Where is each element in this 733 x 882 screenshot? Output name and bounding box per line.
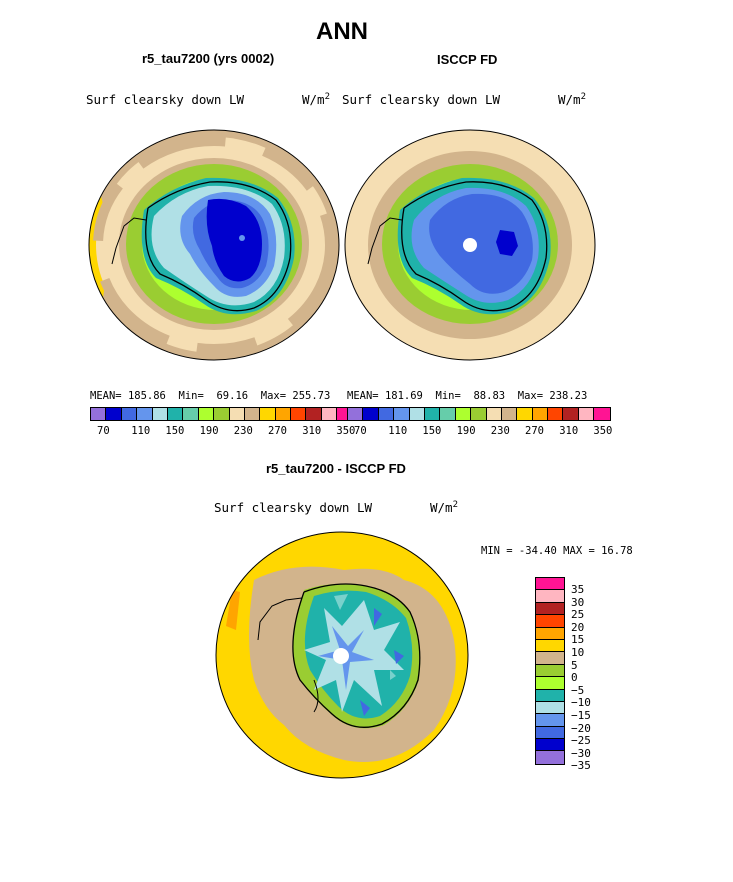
colorbar-swatch: [501, 408, 518, 420]
colorbar-swatch: [536, 590, 564, 603]
colorbar-tick-label: −30: [571, 746, 591, 760]
colorbar-swatch: [106, 408, 122, 420]
colorbar-swatch: [536, 578, 564, 591]
diff-units-label: W/m2: [430, 500, 458, 516]
colorbar-swatch: [167, 408, 184, 420]
colorbar-tick-label: 15: [571, 633, 585, 647]
colorbar-tick-label: 35: [571, 583, 585, 596]
colorbar-tick-label: −25: [571, 734, 591, 748]
colorbar-swatch: [244, 408, 261, 420]
obs-units-label: W/m2: [558, 92, 586, 108]
colorbar-swatch: [91, 408, 107, 420]
colorbar-swatch: [548, 408, 564, 420]
colorbar-tick-label: 25: [571, 608, 585, 622]
diff-minmax: MIN = -34.40 MAX = 16.78: [481, 545, 633, 557]
colorbar-swatch: [424, 408, 441, 420]
colorbar-swatch: [486, 408, 502, 420]
model-polar-map: [88, 129, 340, 361]
colorbar-swatch: [536, 627, 564, 640]
obs-panel-title: ISCCP FD: [437, 52, 498, 67]
colorbar-swatch: [152, 408, 168, 420]
colorbar-swatch: [348, 408, 364, 420]
colorbar-swatch: [183, 408, 199, 420]
colorbar-swatch: [214, 408, 230, 420]
model-panel-title: r5_tau7200 (yrs 0002): [142, 51, 275, 66]
obs-stats: MEAN= 181.69 Min= 88.83 Max= 238.23: [347, 390, 588, 402]
diff-polar-map: [215, 531, 469, 779]
colorbar-tick-label: 190: [199, 425, 219, 437]
colorbar-tick-label: 30: [571, 595, 585, 609]
colorbar-swatch: [321, 408, 338, 420]
colorbar-tick-label: 230: [490, 425, 510, 437]
colorbar-swatch: [536, 689, 564, 702]
colorbar-tick-label: 110: [131, 425, 151, 437]
colorbar-tick-label: 70: [97, 425, 110, 437]
colorbar-tick-label: 5: [571, 658, 578, 672]
colorbar-swatch: [532, 408, 549, 420]
colorbar-swatch: [536, 726, 564, 740]
colorbar-swatch: [455, 408, 472, 420]
colorbar-swatch: [378, 408, 395, 420]
colorbar-swatch: [536, 677, 564, 690]
colorbar-swatch: [306, 408, 322, 420]
colorbar-swatch: [536, 652, 564, 665]
colorbar-tick-label: −35: [571, 759, 591, 773]
colorbar-tick-label: 310: [302, 425, 322, 437]
diff-colorbar: [535, 577, 565, 765]
colorbar-swatch: [409, 408, 425, 420]
diff-panel-title: r5_tau7200 - ISCCP FD: [266, 461, 406, 476]
model-units-label: W/m2: [302, 92, 330, 108]
colorbar-swatch: [536, 602, 564, 616]
colorbar-swatch: [394, 408, 410, 420]
colorbar-swatch: [594, 408, 610, 420]
colorbar-swatch: [578, 408, 595, 420]
colorbar-swatch: [536, 751, 564, 764]
colorbar-tick-label: −20: [571, 721, 591, 735]
colorbar-swatch: [260, 408, 276, 420]
model-stats: MEAN= 185.86 Min= 69.16 Max= 255.73: [90, 390, 331, 402]
model-colorbar: [90, 407, 354, 421]
colorbar-tick-label: −15: [571, 709, 591, 722]
colorbar-swatch: [517, 408, 533, 420]
obs-colorbar: [347, 407, 611, 421]
obs-polar-map: [344, 129, 596, 361]
model-field-label: Surf clearsky down LW: [86, 92, 245, 107]
colorbar-swatch: [471, 408, 487, 420]
figure-title: ANN: [316, 18, 368, 45]
colorbar-tick-label: 110: [388, 425, 408, 437]
colorbar-swatch: [536, 714, 564, 727]
colorbar-swatch: [137, 408, 153, 420]
colorbar-tick-label: 230: [233, 425, 253, 437]
colorbar-swatch: [291, 408, 307, 420]
colorbar-tick-label: 10: [571, 646, 585, 659]
colorbar-tick-label: 20: [571, 620, 585, 634]
colorbar-tick-label: −10: [571, 696, 591, 710]
colorbar-tick-label: 310: [559, 425, 579, 437]
colorbar-swatch: [440, 408, 456, 420]
colorbar-tick-label: 270: [525, 425, 544, 437]
colorbar-swatch: [536, 664, 564, 678]
obs-field-label: Surf clearsky down LW: [342, 92, 501, 107]
colorbar-tick-label: 150: [422, 425, 442, 437]
colorbar-tick-label: 350: [593, 425, 613, 437]
colorbar-tick-label: 70: [354, 425, 367, 437]
colorbar-swatch: [563, 408, 579, 420]
colorbar-tick-label: 150: [165, 425, 185, 437]
diff-field-label: Surf clearsky down LW: [214, 500, 373, 515]
colorbar-swatch: [536, 615, 564, 628]
colorbar-tick-label: 270: [268, 425, 287, 437]
colorbar-swatch: [229, 408, 245, 420]
colorbar-swatch: [198, 408, 215, 420]
colorbar-swatch: [121, 408, 138, 420]
colorbar-swatch: [275, 408, 292, 420]
colorbar-swatch: [536, 739, 564, 752]
colorbar-swatch: [536, 639, 564, 653]
colorbar-tick-label: −5: [571, 683, 585, 697]
colorbar-tick-label: 190: [456, 425, 476, 437]
colorbar-tick-label: 0: [571, 671, 578, 685]
colorbar-swatch: [363, 408, 379, 420]
colorbar-swatch: [536, 701, 564, 715]
colorbar-tick-label: 350: [336, 425, 356, 437]
